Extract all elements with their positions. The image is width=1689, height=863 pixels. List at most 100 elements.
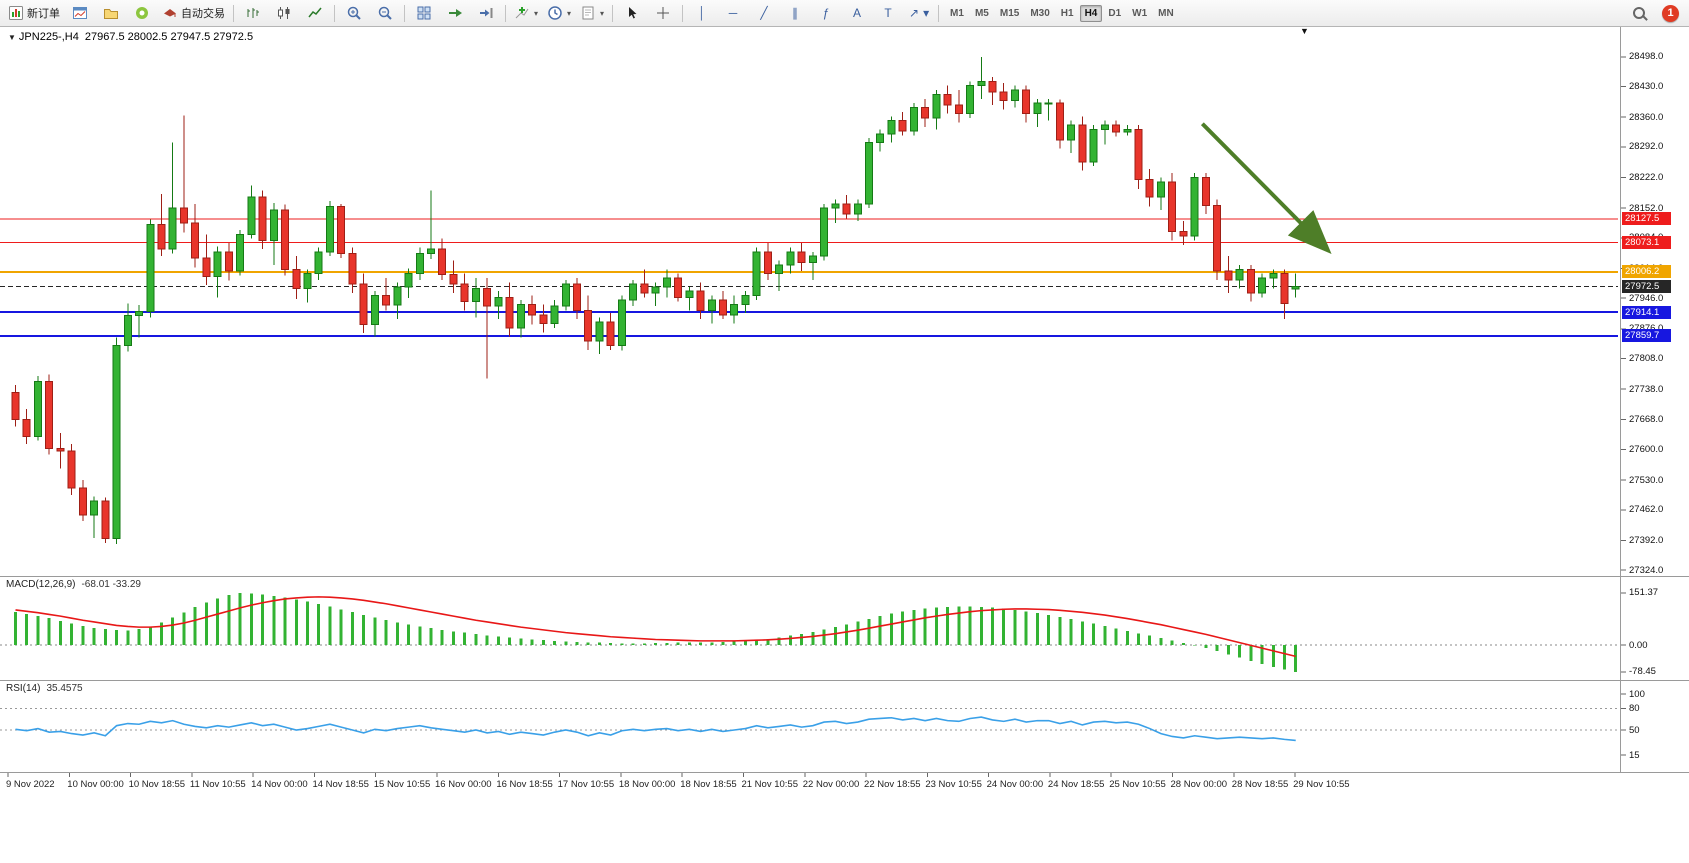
arrows-tool-icon: ↗ (909, 6, 920, 20)
candle (1291, 286, 1300, 290)
notification-badge[interactable]: 1 (1662, 4, 1679, 22)
candle (662, 277, 671, 288)
autotrading-hat-icon (164, 9, 176, 17)
timeframe-w1-button[interactable]: W1 (1132, 7, 1148, 19)
autotrading-label: 自动交易 (181, 8, 225, 20)
chart-window[interactable]: 28498.0 28430.0 28360.0 28292.0 28222.0 28152… (0, 26, 1689, 863)
label-tool-icon: T (884, 6, 892, 20)
candle (1033, 102, 1042, 115)
timeframe-h1-button[interactable]: H1 (1060, 7, 1074, 19)
trendline-icon: ╱ (760, 6, 768, 20)
text-tool-button[interactable]: A (842, 2, 872, 24)
zoom-in-button[interactable] (339, 2, 369, 24)
auto-scroll-button[interactable] (440, 2, 470, 24)
line-chart-button[interactable] (300, 2, 330, 24)
candle (258, 196, 267, 241)
timeframe-m5-button[interactable]: M5 (974, 7, 989, 19)
search-icon (1633, 7, 1645, 19)
macd-values: -68.01 -33.29 (81, 579, 141, 590)
periods-button[interactable]: ▾ (543, 2, 575, 24)
candle (438, 248, 447, 276)
candlestick-chart[interactable] (0, 26, 1689, 863)
indicators-icon (515, 7, 529, 19)
candle (584, 309, 593, 342)
candle (56, 448, 65, 452)
search-button[interactable] (1624, 2, 1654, 24)
auto-scroll-icon (449, 9, 462, 17)
profiles-button[interactable] (96, 2, 126, 24)
candle (842, 203, 851, 215)
indicators-button[interactable]: ▾ (510, 2, 542, 24)
timeframe-h4-button[interactable]: H4 (1079, 4, 1103, 22)
trend-arrow-annotation[interactable] (1200, 122, 1332, 255)
time-axis[interactable] (0, 772, 1620, 802)
macd-title-text: MACD(12,26,9) (6, 579, 76, 590)
rsi-title-text: RSI(14) (6, 683, 41, 694)
timeframe-mn-button[interactable]: MN (1158, 7, 1174, 19)
candle (314, 251, 323, 275)
autotrading-button[interactable]: 自动交易 (158, 2, 229, 24)
timeframe-m15-button[interactable]: M15 (999, 7, 1020, 19)
candle (168, 207, 177, 250)
candle (685, 290, 694, 298)
candle (236, 233, 245, 272)
candle (1055, 102, 1064, 141)
charts-button[interactable] (65, 2, 95, 24)
timeframe-m1-button[interactable]: M1 (950, 7, 964, 19)
candlestick-chart-icon (278, 7, 290, 19)
candle (382, 295, 391, 306)
arrows-tool-button[interactable]: ↗ ▾ (904, 2, 934, 24)
toolbar-separator (612, 4, 614, 22)
bar-chart-button[interactable] (238, 2, 268, 24)
candle (213, 251, 222, 277)
candle (292, 268, 301, 290)
toolbar-separator (404, 4, 405, 22)
candle (33, 380, 42, 437)
horizontal-line-button[interactable]: ─ (718, 2, 748, 24)
label-tool-button[interactable]: T (873, 2, 903, 24)
macd-panel[interactable] (0, 576, 1620, 680)
channel-button[interactable]: ∥ (780, 2, 810, 24)
candle (505, 296, 514, 329)
cursor-button[interactable] (617, 2, 647, 24)
price-axis[interactable] (1621, 26, 1689, 772)
candle (1145, 178, 1154, 198)
rsi-panel[interactable] (0, 680, 1620, 772)
candle (427, 248, 436, 255)
candle (1067, 124, 1076, 141)
zoom-out-button[interactable] (370, 2, 400, 24)
candle (550, 305, 559, 325)
tile-windows-button[interactable] (409, 2, 439, 24)
chevron-down-icon: ▾ (567, 8, 572, 18)
community-button[interactable] (127, 2, 157, 24)
fibonacci-button[interactable]: ƒ (811, 2, 841, 24)
candle (191, 222, 200, 259)
candle (1156, 181, 1165, 198)
candle (876, 133, 885, 144)
chart-shift-button[interactable] (471, 2, 501, 24)
candle (763, 251, 772, 275)
candle (786, 251, 795, 266)
trendline-button[interactable]: ╱ (749, 2, 779, 24)
candle (1112, 124, 1121, 133)
candle (1213, 205, 1222, 272)
candle (146, 224, 155, 312)
templates-button[interactable]: ▾ (576, 2, 608, 24)
rsi-label: RSI(14) 35.4575 (6, 683, 83, 694)
candle (887, 120, 896, 135)
vertical-line-button[interactable]: │ (687, 2, 717, 24)
main-chart-panel[interactable] (0, 26, 1620, 576)
timeframe-d1-button[interactable]: D1 (1108, 7, 1122, 19)
candle (90, 500, 99, 516)
tile-windows-icon (417, 6, 431, 20)
chart-shift-marker[interactable]: ▼ (1300, 26, 1309, 36)
crosshair-button[interactable] (648, 2, 678, 24)
candle (820, 207, 829, 257)
timeframe-m30-button[interactable]: M30 (1030, 7, 1050, 19)
chevron-down-icon: ▾ (923, 6, 930, 20)
candlestick-chart-button[interactable] (269, 2, 299, 24)
candle (1089, 128, 1098, 163)
toolbar-right: 1 (1624, 2, 1685, 24)
candle (1246, 268, 1255, 294)
new-order-button[interactable]: 新订单 (4, 2, 64, 24)
